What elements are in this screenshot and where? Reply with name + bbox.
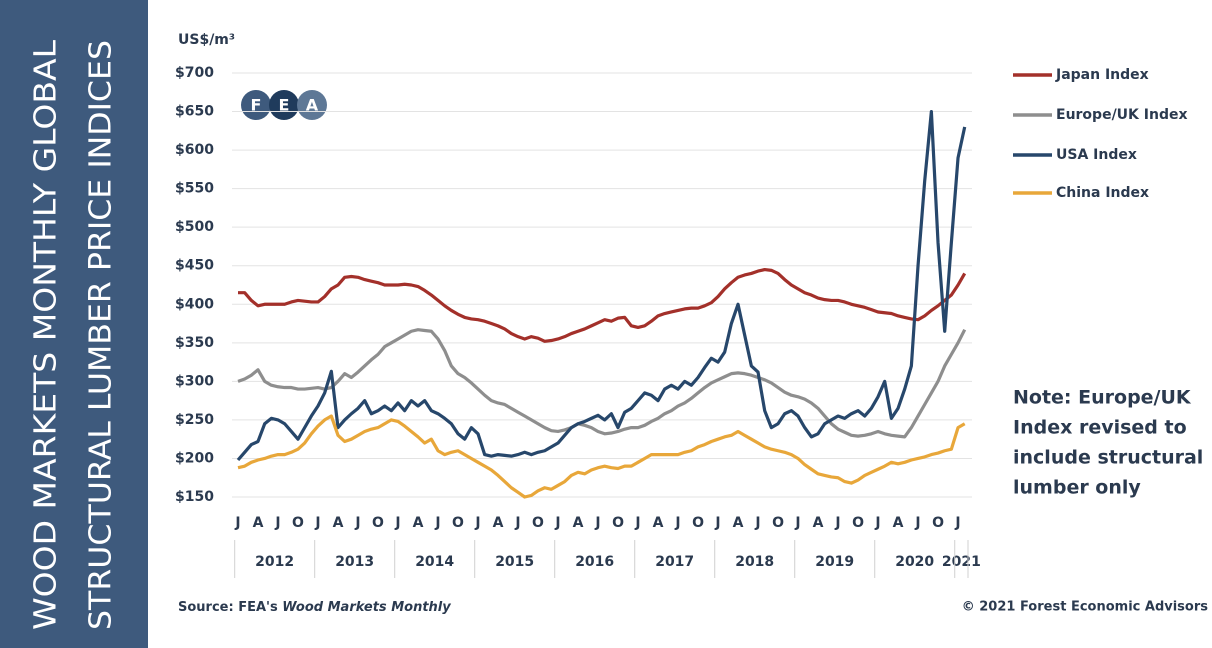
- x-tick-label: J: [474, 515, 480, 531]
- x-tick-label: J: [554, 515, 560, 531]
- x-tick-label: O: [852, 515, 864, 531]
- series-line: [237, 328, 967, 439]
- x-tick-label: O: [292, 515, 304, 531]
- x-tick-label: J: [594, 515, 600, 531]
- series-line: [236, 109, 967, 462]
- x-tick-label: J: [394, 515, 400, 531]
- x-tick-label: A: [813, 515, 824, 531]
- x-tick-label: A: [733, 515, 744, 531]
- x-tick-label: A: [253, 515, 264, 531]
- y-tick-label: $150: [175, 489, 214, 505]
- logo-letter: A: [306, 96, 319, 115]
- x-tick-label: A: [653, 515, 664, 531]
- year-label: 2015: [495, 554, 534, 570]
- note: include structural: [1013, 447, 1203, 469]
- y-tick-label: $500: [175, 219, 214, 235]
- x-tick-label: J: [754, 515, 760, 531]
- x-tick-label: A: [493, 515, 504, 531]
- logo: F E A: [241, 90, 327, 120]
- x-tick-label: A: [333, 515, 344, 531]
- note: Note: Europe/UK: [1013, 387, 1192, 409]
- y-tick-label: $300: [175, 373, 214, 389]
- x-tick-label: J: [234, 515, 240, 531]
- y-tick-label: $400: [175, 296, 214, 312]
- series-line: [237, 414, 966, 499]
- x-tick-label: J: [914, 515, 920, 531]
- year-label: 2019: [815, 554, 854, 570]
- x-tick-label: O: [932, 515, 944, 531]
- sidebar: [0, 0, 148, 648]
- y-tick-label: $350: [175, 335, 214, 351]
- year-label: 2013: [335, 554, 374, 570]
- logo-circle: [241, 90, 271, 120]
- copyright: © 2021 Forest Economic Advisors: [962, 600, 1209, 615]
- y-tick-label: $450: [175, 258, 214, 274]
- year-label: 2017: [655, 554, 694, 570]
- x-tick-label: O: [372, 515, 384, 531]
- logo-circle: [269, 90, 299, 120]
- x-tick-label: J: [874, 515, 880, 531]
- legend-label: USA Index: [1056, 147, 1137, 163]
- legend-label: China Index: [1056, 185, 1149, 201]
- y-tick-label: $700: [175, 65, 214, 81]
- x-tick-label: J: [434, 515, 440, 531]
- x-tick-label: A: [893, 515, 904, 531]
- x-tick-label: J: [954, 515, 960, 531]
- source: Source: FEA's Wood Markets Monthly: [178, 600, 451, 615]
- legend-label: Japan Index: [1055, 67, 1149, 83]
- y-tick-label: $200: [175, 450, 214, 466]
- logo-letter: F: [251, 96, 262, 115]
- logo-circle: [297, 90, 327, 120]
- x-tick-label: O: [532, 515, 544, 531]
- x-tick-label: O: [452, 515, 464, 531]
- x-tick-label: A: [413, 515, 424, 531]
- year-label: 2018: [735, 554, 774, 570]
- y-tick-label: $600: [175, 142, 214, 158]
- y-tick-label: $650: [175, 104, 214, 120]
- year-label: 2014: [415, 554, 454, 570]
- y-unit: US$/m³: [178, 32, 235, 48]
- x-tick-label: J: [714, 515, 720, 531]
- x-tick-label: J: [354, 515, 360, 531]
- chart-title: STRUCTURAL LUMBER PRICE INDICES: [84, 40, 119, 630]
- source-text: Source: FEA's: [178, 600, 282, 615]
- x-tick-label: O: [612, 515, 624, 531]
- x-tick-label: O: [772, 515, 784, 531]
- x-tick-label: J: [674, 515, 680, 531]
- y-tick-label: $550: [175, 181, 214, 197]
- x-tick-label: J: [794, 515, 800, 531]
- source-title: Wood Markets Monthly: [282, 600, 451, 615]
- y-tick-label: $250: [175, 412, 214, 428]
- series-line: [238, 267, 967, 343]
- note: Index revised to: [1013, 417, 1187, 439]
- x-tick-label: J: [274, 515, 280, 531]
- x-tick-label: A: [573, 515, 584, 531]
- chart-title: WOOD MARKETS MONTHLY GLOBAL: [29, 40, 64, 630]
- year-label: 2020: [895, 554, 934, 570]
- note: lumber only: [1013, 477, 1141, 499]
- logo-letter: E: [279, 96, 290, 115]
- legend-label: Europe/UK Index: [1056, 107, 1188, 123]
- year-label: 2016: [575, 554, 614, 570]
- year-label: 2021: [942, 554, 981, 570]
- x-tick-label: J: [314, 515, 320, 531]
- year-label: 2012: [255, 554, 294, 570]
- x-tick-label: J: [834, 515, 840, 531]
- x-tick-label: J: [514, 515, 520, 531]
- x-tick-label: O: [692, 515, 704, 531]
- x-tick-label: J: [634, 515, 640, 531]
